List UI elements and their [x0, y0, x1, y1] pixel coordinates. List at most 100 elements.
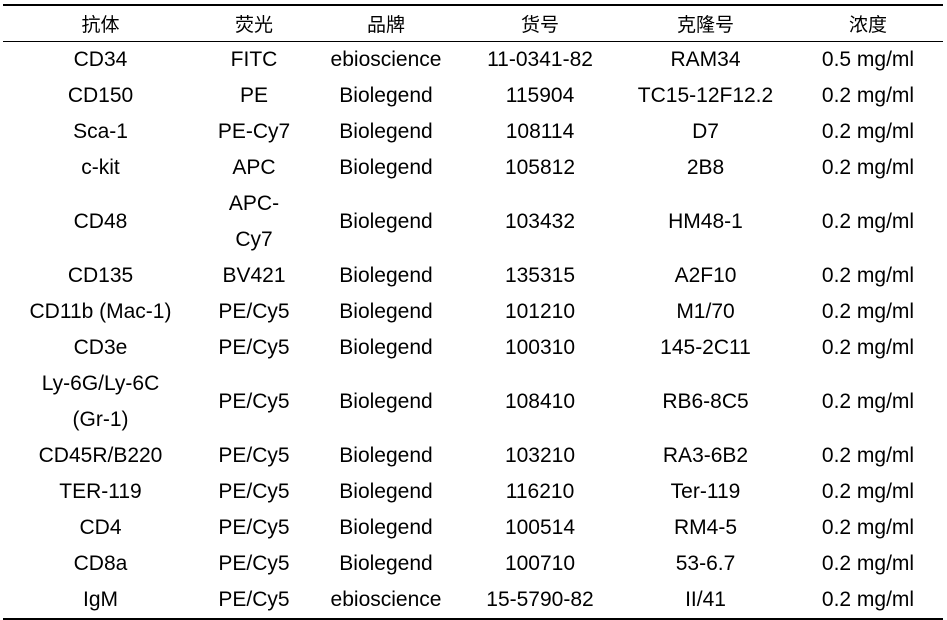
cell-clone: A2F10: [674, 263, 737, 287]
cell-clone: 145-2C11: [660, 335, 751, 359]
cell-clone: M1/70: [676, 299, 735, 323]
header-clone: 克隆号: [618, 4, 793, 42]
antibody-table-container: 抗体 荧光 品牌 货号 克隆号 浓度 CD34 FITC ebioscience 11…: [3, 4, 943, 620]
cell-fluorochrome: PE: [239, 83, 268, 107]
cell-clone: RA3-6B2: [662, 443, 749, 467]
cell-antibody: CD48: [73, 209, 128, 233]
cell-antibody: CD11b (Mac-1): [29, 299, 172, 323]
table-row: CD4 PE/Cy5 Biolegend 100514 RM4-5 0.2 mg/ml: [3, 510, 943, 546]
cell-concentration: 0.2 mg/ml: [821, 299, 915, 323]
table-row: Ly-6G/Ly-6C (Gr-1) PE/Cy5 Biolegend 108410 R…: [3, 366, 943, 438]
antibody-table: 抗体 荧光 品牌 货号 克隆号 浓度 CD34 FITC ebioscience 11…: [3, 4, 943, 620]
cell-brand: Biolegend: [339, 515, 433, 539]
table-header: 抗体 荧光 品牌 货号 克隆号 浓度: [3, 4, 943, 42]
cell-catalog-number: 116210: [505, 479, 575, 503]
cell-fluorochrome: PE/Cy5: [218, 551, 290, 575]
header-concentration: 浓度: [793, 4, 943, 42]
cell-brand: Biolegend: [339, 443, 433, 467]
table-row: CD3e PE/Cy5 Biolegend 100310 145-2C11 0.2 mg/…: [3, 330, 943, 366]
cell-concentration: 0.2 mg/ml: [821, 389, 915, 413]
cell-catalog-number: 108410: [504, 389, 576, 413]
cell-antibody: CD3e: [73, 335, 128, 359]
cell-fluorochrome: APC: [232, 155, 276, 179]
cell-concentration: 0.2 mg/ml: [821, 155, 915, 179]
cell-catalog-number: 100310: [504, 335, 576, 359]
cell-fluorochrome: PE/Cy5: [218, 299, 290, 323]
table-row: CD34 FITC ebioscience 11-0341-82 RAM34 0.5 mg…: [3, 41, 943, 78]
table-row: CD45R/B220 PE/Cy5 Biolegend 103210 RA3-6B2 0.…: [3, 438, 943, 474]
cell-catalog-number: 11-0341-82: [487, 47, 593, 71]
cell-brand: Biolegend: [339, 335, 433, 359]
cell-concentration: 0.2 mg/ml: [821, 515, 915, 539]
header-catalog-number: 货号: [462, 4, 618, 42]
cell-clone: TC15-12F12.2: [637, 83, 774, 107]
cell-antibody: CD8a: [73, 551, 128, 575]
cell-clone: RM4-5: [673, 515, 737, 539]
cell-antibody: CD45R/B220: [38, 443, 163, 467]
cell-catalog-number: 135315: [504, 263, 576, 287]
cell-concentration: 0.2 mg/ml: [821, 209, 915, 233]
cell-clone: HM48-1: [668, 209, 743, 233]
cell-catalog-number: 15-5790-82: [462, 581, 618, 620]
cell-antibody: CD4: [79, 515, 122, 539]
cell-fluorochrome: PE/Cy5: [218, 335, 290, 359]
cell-fluorochrome: BV421: [222, 263, 286, 287]
table-row: TER-119 PE/Cy5 Biolegend 116210 Ter-119 0.2 m…: [3, 474, 943, 510]
cell-concentration: 0.2 mg/ml: [821, 119, 915, 143]
cell-concentration: 0.2 mg/ml: [821, 335, 915, 359]
cell-fluorochrome-text: APC-Cy7: [228, 191, 280, 251]
cell-brand: Biolegend: [339, 551, 433, 575]
cell-concentration: 0.5 mg/ml: [821, 47, 915, 71]
cell-fluorochrome: PE/Cy5: [218, 515, 290, 539]
cell-concentration: 0.2 mg/ml: [793, 581, 943, 620]
cell-fluorochrome: FITC: [230, 47, 278, 71]
cell-brand: ebioscience: [330, 47, 442, 71]
cell-catalog-number: 115904: [505, 83, 575, 107]
cell-catalog-number: 108114: [505, 119, 575, 143]
cell-catalog-number: 103210: [504, 443, 576, 467]
header-brand: 品牌: [310, 4, 462, 42]
cell-concentration: 0.2 mg/ml: [821, 443, 915, 467]
cell-brand: Biolegend: [339, 155, 433, 179]
cell-clone: II/41: [618, 581, 793, 620]
cell-catalog-number: 100514: [504, 515, 576, 539]
table-row: Sca-1 PE-Cy7 Biolegend 108114 D7 0.2 mg/ml: [3, 114, 943, 150]
cell-brand: Biolegend: [339, 83, 433, 107]
cell-catalog-number: 101210: [504, 299, 576, 323]
table-row: c-kit APC Biolegend 105812 2B8 0.2 mg/ml: [3, 150, 943, 186]
cell-clone: 53-6.7: [675, 551, 736, 575]
cell-antibody: CD135: [67, 263, 134, 287]
cell-concentration: 0.2 mg/ml: [821, 263, 915, 287]
cell-antibody: CD34: [73, 47, 128, 71]
cell-concentration: 0.2 mg/ml: [821, 551, 915, 575]
cell-antibody: IgM: [3, 581, 198, 620]
table-row: CD48 APC-Cy7 Biolegend 103432 HM48-1 0.2 mg/m…: [3, 186, 943, 258]
cell-antibody: Sca-1: [73, 119, 128, 143]
cell-antibody-text: Ly-6G/Ly-6C (Gr-1): [41, 371, 160, 431]
cell-clone: D7: [692, 119, 719, 143]
cell-fluorochrome: PE/Cy5: [218, 479, 290, 503]
table-row: CD8a PE/Cy5 Biolegend 100710 53-6.7 0.2 mg/ml: [3, 546, 943, 582]
cell-antibody: Ly-6G/Ly-6C (Gr-1): [3, 366, 198, 438]
cell-brand: Biolegend: [339, 389, 433, 413]
cell-brand: Biolegend: [339, 209, 433, 233]
cell-brand: Biolegend: [339, 299, 433, 323]
table-row: IgM PE/Cy5 ebioscience 15-5790-82 II/41 0.2 m…: [3, 581, 943, 620]
cell-catalog-number: 105812: [504, 155, 576, 179]
cell-brand: Biolegend: [339, 263, 433, 287]
cell-fluorochrome: PE/Cy5: [218, 389, 290, 413]
table-row: CD11b (Mac-1) PE/Cy5 Biolegend 101210 M1/70 0…: [3, 294, 943, 330]
cell-clone: Ter-119: [670, 479, 741, 503]
cell-brand: ebioscience: [310, 581, 462, 620]
table-row: CD150 PE Biolegend 115904 TC15-12F12.2 0.2 mg…: [3, 78, 943, 114]
cell-antibody: CD150: [67, 83, 134, 107]
cell-fluorochrome: PE/Cy5: [198, 581, 310, 620]
cell-fluorochrome: PE/Cy5: [218, 443, 290, 467]
header-antibody: 抗体: [3, 4, 198, 42]
cell-clone: RAM34: [670, 47, 741, 71]
cell-clone: RB6-8C5: [662, 389, 749, 413]
cell-concentration: 0.2 mg/ml: [821, 479, 915, 503]
cell-catalog-number: 103432: [504, 209, 576, 233]
header-row: 抗体 荧光 品牌 货号 克隆号 浓度: [3, 4, 943, 42]
cell-brand: Biolegend: [339, 479, 433, 503]
